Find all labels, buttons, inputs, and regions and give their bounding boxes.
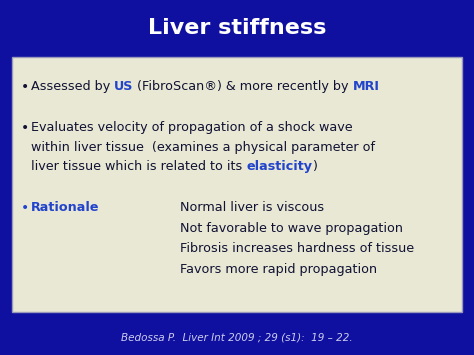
Text: Fibrosis increases hardness of tissue: Fibrosis increases hardness of tissue xyxy=(180,242,414,255)
Bar xyxy=(0,0,474,55)
Text: US: US xyxy=(114,81,134,93)
Text: Assessed by: Assessed by xyxy=(31,81,114,93)
Text: Normal liver is viscous: Normal liver is viscous xyxy=(180,201,324,214)
Text: within liver tissue  (examines a physical parameter of: within liver tissue (examines a physical… xyxy=(31,141,375,154)
Text: •: • xyxy=(21,80,29,94)
Text: liver tissue which is related to its: liver tissue which is related to its xyxy=(31,160,246,173)
Text: Liver stiffness: Liver stiffness xyxy=(148,17,326,38)
Text: Not favorable to wave propagation: Not favorable to wave propagation xyxy=(180,222,403,235)
Text: Evaluates velocity of propagation of a shock wave: Evaluates velocity of propagation of a s… xyxy=(31,121,353,134)
Text: •: • xyxy=(21,201,29,215)
Text: Bedossa P.  Liver Int 2009 ; 29 (s1):  19 – 22.: Bedossa P. Liver Int 2009 ; 29 (s1): 19 … xyxy=(121,332,353,342)
Text: (FibroScan®) & more recently by: (FibroScan®) & more recently by xyxy=(134,81,353,93)
Text: ): ) xyxy=(312,160,317,173)
FancyBboxPatch shape xyxy=(12,57,462,312)
Text: •: • xyxy=(21,121,29,135)
Text: elasticity: elasticity xyxy=(246,160,312,173)
Text: Rationale: Rationale xyxy=(31,201,100,214)
Text: MRI: MRI xyxy=(353,81,380,93)
Text: Favors more rapid propagation: Favors more rapid propagation xyxy=(180,263,377,276)
